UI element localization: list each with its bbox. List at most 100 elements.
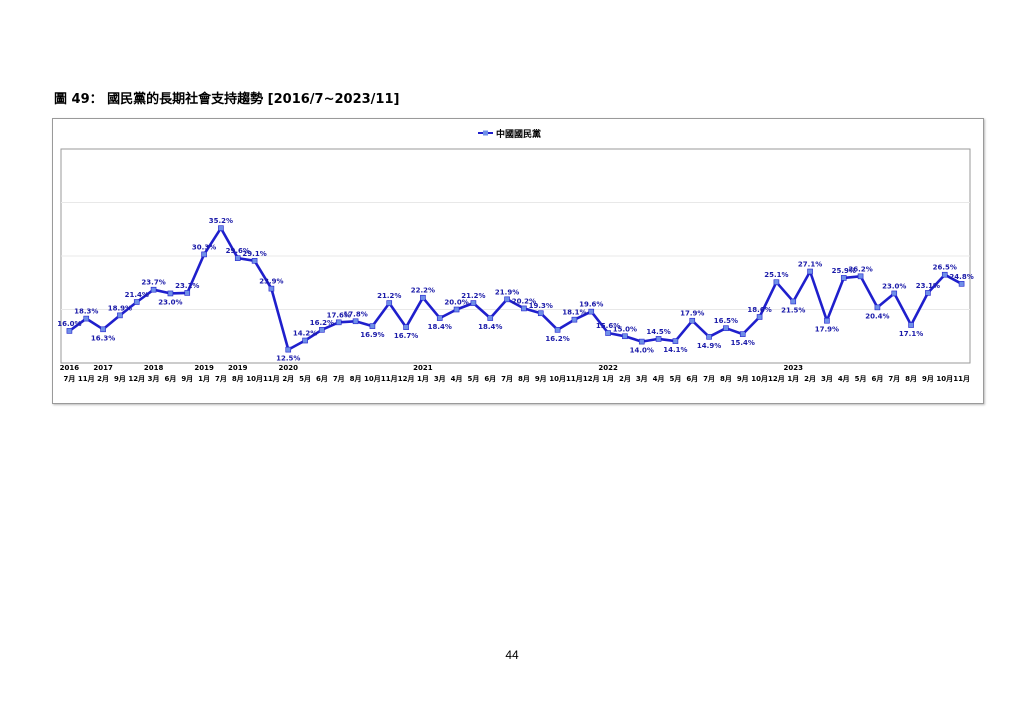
data-marker	[672, 338, 679, 344]
data-label: 18.4%	[428, 323, 452, 331]
data-label: 15.6%	[596, 322, 620, 330]
x-year-label: 2017	[93, 364, 113, 372]
data-marker	[807, 268, 813, 275]
x-tick-label: 10月	[549, 375, 566, 383]
x-tick-label: 7月	[703, 375, 715, 383]
data-marker	[756, 314, 763, 320]
x-tick-label: 8月	[720, 375, 732, 383]
x-tick-label: 3月	[148, 375, 160, 383]
data-marker	[487, 315, 494, 321]
data-marker	[554, 327, 561, 333]
data-marker	[369, 323, 376, 329]
data-label: 18.9%	[108, 304, 132, 312]
data-marker	[739, 331, 746, 337]
data-label: 22.2%	[411, 287, 435, 295]
x-tick-label: 6月	[484, 375, 496, 383]
data-marker	[436, 315, 443, 321]
data-marker	[251, 258, 258, 264]
data-label: 25.1%	[764, 271, 788, 279]
x-tick-label: 10月	[246, 375, 263, 383]
data-label: 21.2%	[377, 292, 401, 300]
x-tick-label: 6月	[686, 375, 698, 383]
data-marker	[201, 251, 207, 258]
x-tick-label: 10月	[936, 375, 953, 383]
x-tick-label: 7月	[63, 375, 75, 383]
data-marker	[150, 286, 157, 293]
data-label: 16.2%	[310, 319, 334, 327]
x-tick-label: 10月	[364, 375, 381, 383]
x-tick-label: 7月	[215, 375, 227, 383]
x-year-label: 2023	[784, 364, 804, 372]
x-year-label: 2019	[194, 364, 214, 372]
data-label: 16.5%	[714, 317, 738, 325]
data-marker	[925, 290, 931, 296]
x-axis: 7月 11月 2月 9月 12月 3月 6月 9月 1月 7月 8月 10月 11月 2月 5月 6月 7月 8月…	[60, 364, 970, 383]
chart-frame: 中國國民黨 16.0% 18.3% 16.3% 18.9% 21.4% 23.7% 23.0…	[52, 118, 984, 404]
x-tick-label: 3月	[636, 375, 648, 383]
x-tick-label: 9月	[535, 375, 547, 383]
data-marker	[504, 296, 510, 303]
data-marker	[571, 316, 578, 323]
data-marker	[83, 315, 90, 322]
data-label: 15.4%	[731, 339, 755, 347]
legend-marker-swatch	[483, 130, 488, 136]
data-label: 18.3%	[74, 308, 98, 316]
x-tick-label: 5月	[669, 375, 681, 383]
data-marker	[420, 294, 426, 301]
data-marker	[386, 300, 393, 306]
x-tick-label: 5月	[299, 375, 311, 383]
x-tick-label: 12月	[398, 375, 415, 383]
data-label: 26.5%	[933, 264, 957, 272]
data-label: 14.1%	[663, 346, 687, 354]
data-marker	[773, 279, 780, 286]
data-marker	[352, 318, 359, 325]
data-label: 16.3%	[91, 334, 115, 342]
x-tick-label: 2月	[804, 375, 816, 383]
data-marker	[706, 333, 712, 340]
x-tick-label: 11月	[953, 375, 970, 383]
x-tick-label: 7月	[333, 375, 345, 383]
x-tick-label: 11月	[263, 375, 280, 383]
data-marker	[537, 310, 544, 317]
data-label: 21.2%	[461, 292, 485, 300]
x-tick-label: 11月	[381, 375, 398, 383]
data-label: 16.7%	[394, 332, 418, 340]
line-chart: 中國國民黨 16.0% 18.3% 16.3% 18.9% 21.4% 23.7% 23.0…	[57, 128, 973, 383]
x-tick-label: 2月	[282, 375, 294, 383]
x-tick-label: 9月	[181, 375, 193, 383]
x-tick-label: 5月	[467, 375, 479, 383]
x-tick-label: 12月	[128, 375, 145, 383]
data-label: 20.4%	[865, 312, 889, 320]
x-tick-label: 12月	[768, 375, 785, 383]
data-marker	[218, 225, 224, 231]
x-tick-label: 2月	[619, 375, 631, 383]
x-year-label: 2018	[144, 364, 164, 372]
x-tick-label: 3月	[434, 375, 446, 383]
data-label: 21.9%	[495, 288, 519, 296]
data-labels: 16.0% 18.3% 16.3% 18.9% 21.4% 23.7% 23.0% 23.1%…	[57, 217, 973, 362]
x-tick-label: 1月	[417, 375, 429, 383]
data-marker	[285, 346, 292, 353]
data-marker	[891, 290, 898, 297]
data-marker	[403, 324, 409, 330]
data-marker	[302, 337, 308, 344]
data-marker	[689, 317, 696, 324]
data-marker	[453, 306, 460, 313]
data-label: 35.2%	[209, 217, 233, 225]
x-tick-label: 6月	[316, 375, 328, 383]
x-tick-label: 4月	[451, 375, 463, 383]
page-title: 圖 49： 國民黨的長期社會支持趨勢 [2016/7~2023/11]	[54, 92, 400, 107]
data-marker	[335, 319, 342, 326]
data-label: 19.6%	[579, 301, 603, 309]
data-marker	[100, 326, 106, 333]
data-label: 16.0%	[57, 320, 81, 328]
data-label: 18.6%	[747, 306, 771, 314]
data-marker	[133, 299, 140, 305]
x-tick-label: 1月	[198, 375, 210, 383]
data-label: 30.3%	[192, 243, 216, 251]
x-year-label: 2021	[413, 364, 433, 372]
series-markers	[66, 225, 965, 353]
data-marker	[184, 290, 191, 296]
x-tick-label: 6月	[164, 375, 176, 383]
x-tick-label: 10月	[751, 375, 768, 383]
